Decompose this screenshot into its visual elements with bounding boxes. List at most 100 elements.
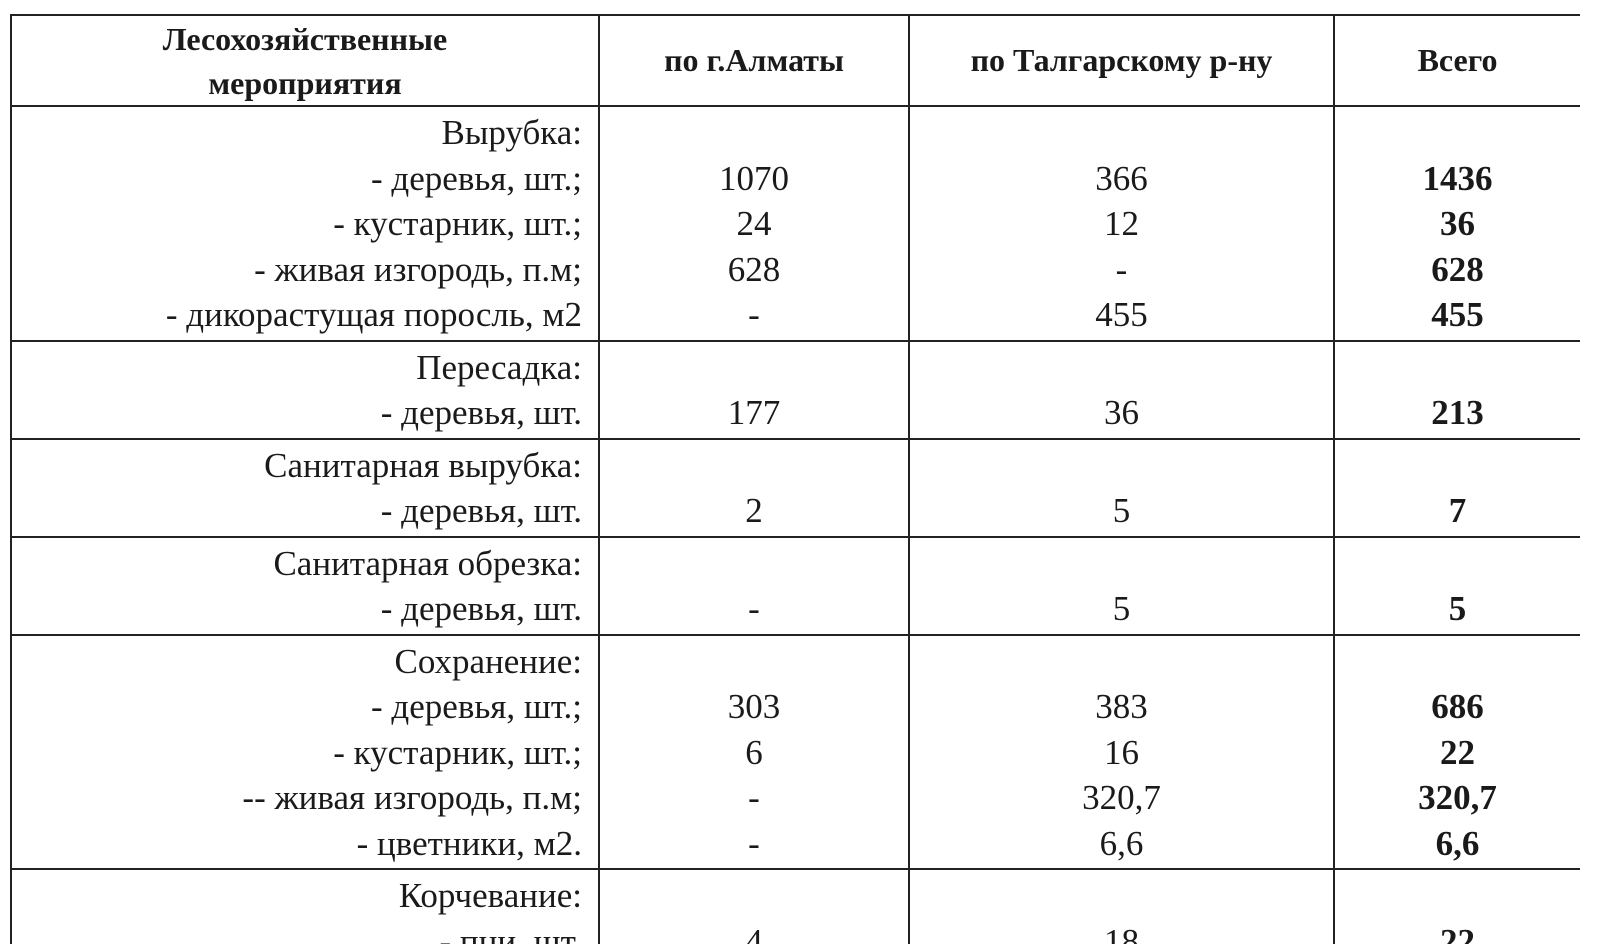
- almaty-value: 1070: [719, 158, 789, 198]
- total-value: 320,7: [1418, 778, 1497, 817]
- talgar-value: 16: [1104, 732, 1139, 772]
- almaty-value: -: [748, 778, 760, 817]
- item-label: - деревья, шт.;: [371, 158, 582, 198]
- item-label: - кустарник, шт.;: [333, 204, 582, 243]
- blank-line: [910, 639, 1333, 685]
- blank-line: [1335, 541, 1580, 587]
- talgar-value: 5: [1112, 589, 1131, 628]
- blank-line: [600, 345, 908, 391]
- talgar-value: -: [1115, 249, 1128, 289]
- blank-line: [910, 873, 1333, 919]
- blank-line: [1335, 639, 1580, 685]
- blank-line: [1335, 443, 1580, 489]
- almaty-cell: -: [598, 535, 910, 636]
- group-title: Санитарная вырубка:: [264, 445, 582, 485]
- item-label: - цветники, м2.: [356, 823, 582, 863]
- talgar-value: 12: [1104, 204, 1139, 243]
- table-row: Пересадка: - деревья, шт. 177 36 213: [10, 339, 1580, 440]
- header-activity: Лесохозяйственные мероприятия: [10, 14, 600, 107]
- total-cell: 7: [1333, 437, 1580, 538]
- total-value: 455: [1431, 295, 1484, 334]
- total-cell: 213: [1333, 339, 1580, 440]
- item-label: - деревья, шт.: [380, 589, 582, 628]
- talgar-cell: 5: [908, 437, 1335, 538]
- blank-line: [600, 110, 908, 156]
- activity-cell: Сохранение: - деревья, шт.; - кустарник, ш…: [10, 633, 600, 870]
- total-value: 22: [1440, 732, 1475, 772]
- forestry-activities-table: Лесохозяйственные мероприятия по г.Алмат…: [10, 14, 1580, 944]
- total-value: 1436: [1422, 158, 1493, 198]
- header-talgar: по Талгарскому р-ну: [908, 14, 1335, 107]
- item-label: - кустарник, шт.;: [333, 732, 582, 772]
- header-row: Лесохозяйственные мероприятия по г.Алмат…: [10, 14, 1580, 107]
- item-label: - деревья, шт.: [380, 393, 582, 432]
- total-value: 22: [1440, 921, 1475, 945]
- talgar-cell: 18: [908, 868, 1335, 945]
- almaty-value: -: [748, 823, 760, 863]
- item-label: -- живая изгородь, п.м;: [242, 778, 582, 817]
- header-total: Всего: [1333, 14, 1580, 107]
- header-almaty: по г.Алматы: [598, 14, 910, 107]
- table-row: Санитарная вырубка: - деревья, шт. 2 5 7: [10, 437, 1580, 538]
- talgar-value: 36: [1104, 393, 1139, 432]
- group-title: Санитарная обрезка:: [273, 543, 582, 583]
- blank-line: [600, 443, 908, 489]
- almaty-value: 303: [727, 687, 781, 726]
- almaty-value: -: [748, 295, 760, 334]
- talgar-value: 6,6: [1099, 823, 1144, 863]
- table-row: Санитарная обрезка: - деревья, шт. - 5 5: [10, 535, 1580, 636]
- talgar-cell: 366 12 - 455: [908, 105, 1335, 342]
- header-activity-line-2: мероприятия: [208, 64, 402, 101]
- item-label: - деревья, шт.: [380, 491, 582, 530]
- talgar-value: 383: [1095, 687, 1148, 726]
- total-cell: 5: [1333, 535, 1580, 636]
- talgar-cell: 5: [908, 535, 1335, 636]
- almaty-value: 6: [745, 732, 763, 772]
- blank-line: [1335, 873, 1580, 919]
- talgar-value: 366: [1095, 158, 1148, 198]
- item-label: - пни, шт.: [439, 921, 582, 945]
- blank-line: [1335, 345, 1580, 391]
- item-label: - дикорастущая поросль, м2: [165, 295, 582, 334]
- blank-line: [910, 345, 1333, 391]
- table-row: Вырубка: - деревья, шт.; - кустарник, шт.;…: [10, 105, 1580, 342]
- almaty-value: 177: [727, 393, 781, 432]
- table-row: Корчевание: - пни, шт. 4 18 22: [10, 868, 1580, 945]
- total-cell: 686 22 320,7 6,6: [1333, 633, 1580, 870]
- total-value: 213: [1431, 393, 1484, 432]
- total-value: 5: [1448, 589, 1467, 628]
- total-value: 686: [1431, 687, 1484, 726]
- almaty-value: -: [748, 589, 760, 628]
- talgar-cell: 36: [908, 339, 1335, 440]
- almaty-value: 628: [727, 249, 781, 289]
- almaty-cell: 1070 24 628 -: [598, 105, 910, 342]
- item-label: - живая изгородь, п.м;: [254, 249, 582, 289]
- total-value: 628: [1431, 249, 1484, 289]
- table-row: Сохранение: - деревья, шт.; - кустарник, ш…: [10, 633, 1580, 870]
- talgar-value: 5: [1112, 491, 1131, 530]
- almaty-cell: 4: [598, 868, 910, 945]
- talgar-value: 455: [1095, 295, 1148, 334]
- forestry-table-container: Лесохозяйственные мероприятия по г.Алмат…: [10, 14, 1580, 944]
- header-activity-line-1: Лесохозяйственные: [162, 20, 448, 57]
- almaty-value: 2: [745, 491, 763, 530]
- activity-cell: Санитарная вырубка: - деревья, шт.: [10, 437, 600, 538]
- blank-line: [600, 873, 908, 919]
- almaty-value: 4: [745, 921, 763, 945]
- total-value: 6,6: [1435, 823, 1480, 863]
- group-title: Вырубка:: [441, 113, 582, 152]
- talgar-value: 320,7: [1082, 778, 1161, 817]
- talgar-value: 18: [1104, 921, 1139, 945]
- almaty-cell: 2: [598, 437, 910, 538]
- blank-line: [910, 541, 1333, 587]
- total-value: 36: [1440, 204, 1475, 243]
- talgar-cell: 383 16 320,7 6,6: [908, 633, 1335, 870]
- activity-cell: Вырубка: - деревья, шт.; - кустарник, шт.;…: [10, 105, 600, 342]
- blank-line: [600, 639, 908, 685]
- activity-cell: Санитарная обрезка: - деревья, шт.: [10, 535, 600, 636]
- total-cell: 22: [1333, 868, 1580, 945]
- total-cell: 1436 36 628 455: [1333, 105, 1580, 342]
- activity-cell: Пересадка: - деревья, шт.: [10, 339, 600, 440]
- almaty-value: 24: [736, 204, 772, 243]
- blank-line: [910, 110, 1333, 156]
